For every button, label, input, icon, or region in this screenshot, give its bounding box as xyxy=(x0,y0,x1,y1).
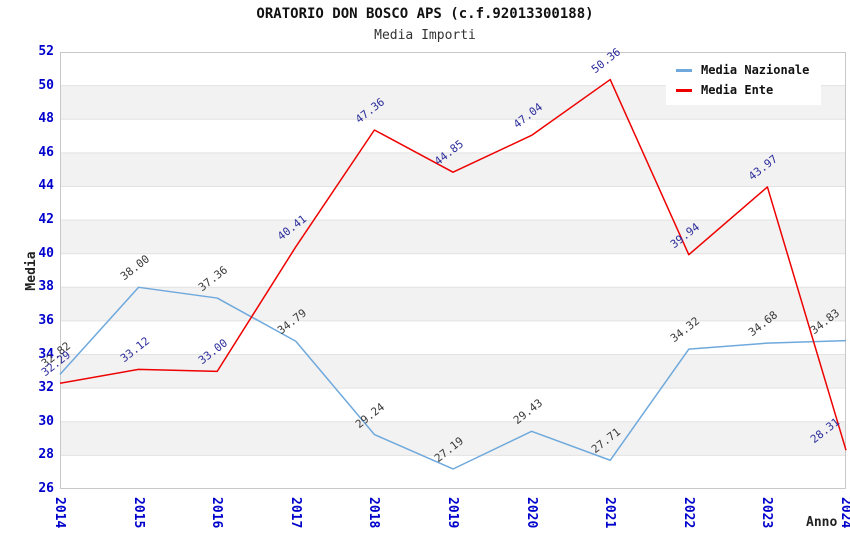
y-tick-label: 34 xyxy=(38,346,54,362)
series-line-media-nazionale xyxy=(59,286,847,470)
grid-band xyxy=(60,152,846,187)
grid-band xyxy=(60,455,846,489)
x-tick-label: 2017 xyxy=(287,497,303,529)
y-tick-label: 42 xyxy=(38,212,54,228)
legend: Media Nazionale Media Ente xyxy=(666,55,822,105)
x-tick-label: 2018 xyxy=(366,497,382,529)
y-tick-label: 44 xyxy=(38,178,54,194)
x-tick-label: 2019 xyxy=(445,497,460,529)
y-tick-label: 36 xyxy=(38,312,54,328)
grid-band xyxy=(60,220,846,254)
x-tick-label: 2020 xyxy=(523,497,539,529)
legend-label-media-ente: Media Ente xyxy=(701,83,774,97)
grid-band xyxy=(60,253,846,288)
chart-subtitle: Media Importi xyxy=(374,28,476,43)
x-tick-label: 2014 xyxy=(52,497,67,529)
y-tick-label: 40 xyxy=(38,245,54,261)
x-tick-label: 2021 xyxy=(602,497,618,529)
grid-band xyxy=(60,287,846,321)
y-tick-label: 30 xyxy=(38,413,54,429)
grid-band xyxy=(60,320,846,355)
y-tick-label: 52 xyxy=(38,44,54,59)
x-axis-title: Anno xyxy=(806,515,838,530)
legend-label-media-nazionale: Media Nazionale xyxy=(701,63,810,77)
grid-band xyxy=(60,388,846,422)
legend-swatch-media-ente xyxy=(676,88,692,92)
grid-band xyxy=(60,421,846,456)
grid-band xyxy=(60,354,846,389)
y-tick-label: 32 xyxy=(38,380,54,396)
chart-title: ORATORIO DON BOSCO APS (c.f.92013300188) xyxy=(256,6,594,22)
y-tick-label: 48 xyxy=(38,111,54,127)
legend-item-media-ente: Media Ente xyxy=(676,83,809,97)
series-line-media-ente xyxy=(59,78,847,451)
x-tick-label: 2022 xyxy=(680,497,696,529)
y-tick-label: 46 xyxy=(38,144,54,160)
y-tick-label: 38 xyxy=(38,279,54,295)
grid-band xyxy=(60,186,846,221)
x-tick-label: 2015 xyxy=(130,497,146,529)
x-tick-label: 2024 xyxy=(838,497,850,529)
y-tick-label: 26 xyxy=(38,481,54,496)
x-tick-label: 2023 xyxy=(759,497,775,529)
legend-item-media-nazionale: Media Nazionale xyxy=(676,63,809,77)
y-tick-label: 28 xyxy=(38,447,54,463)
y-tick-label: 50 xyxy=(38,77,54,93)
plot-border xyxy=(60,52,846,489)
grid-band xyxy=(60,119,846,153)
y-axis-title: Media xyxy=(24,251,39,291)
legend-swatch-media-nazionale xyxy=(676,68,692,72)
x-tick-label: 2016 xyxy=(209,497,225,529)
